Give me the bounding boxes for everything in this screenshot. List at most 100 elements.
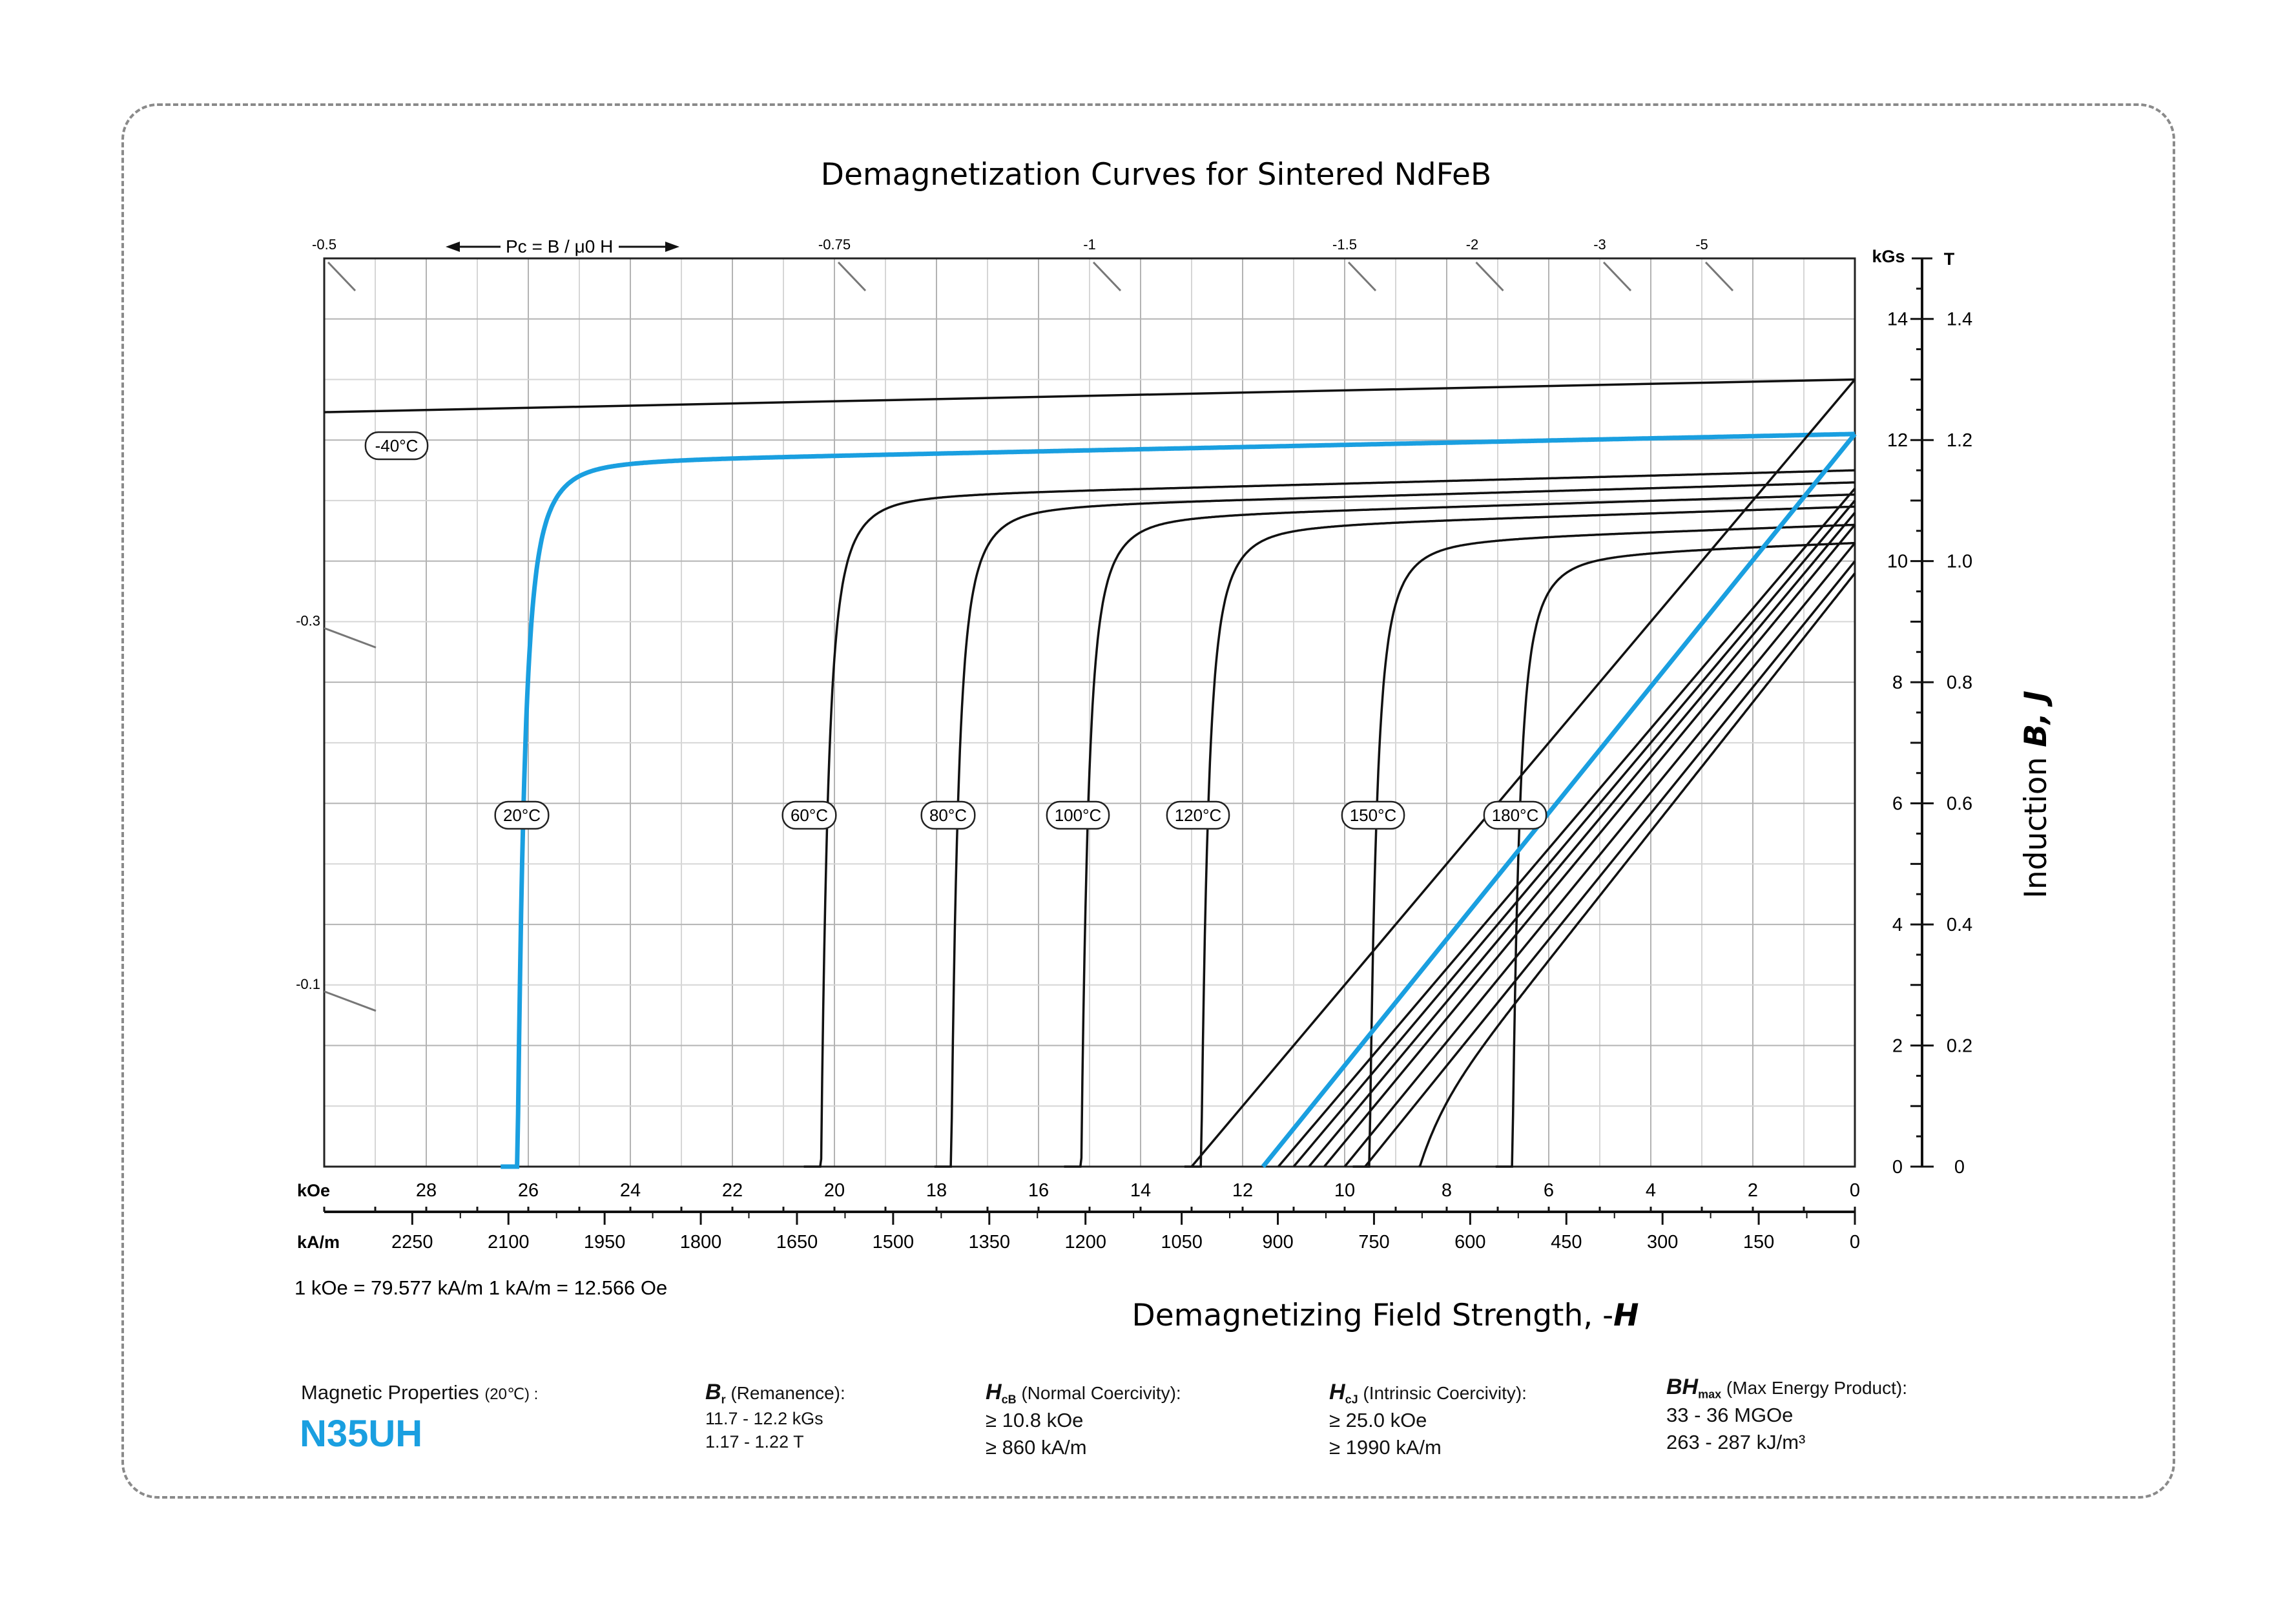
t-tick-label: 1.2	[1947, 430, 1972, 451]
kam-tick-label: 1050	[1161, 1232, 1203, 1253]
permeance-left-label: -0.1	[296, 976, 320, 992]
t-tick-label: 0.2	[1947, 1036, 1972, 1057]
kgs-tick-label: 6	[1892, 794, 1903, 815]
permeance-formula: Pc = B / μ0 H	[506, 236, 613, 256]
kgs-tick-label: 0	[1892, 1157, 1903, 1178]
curve-label: 150°C	[1341, 800, 1405, 830]
permeance-lines: -0.5 -0.75 -1 -1.5 -2 -3 -5 -0.3 -0.1	[296, 236, 1734, 1012]
koe-tick-label: 2	[1748, 1180, 1758, 1201]
curve-label-box	[1483, 800, 1547, 830]
permeance-tick	[1347, 261, 1377, 292]
permeance-top-label: -3	[1593, 236, 1606, 253]
koe-unit: kOe	[297, 1181, 330, 1200]
kam-tick-label: 1950	[584, 1232, 626, 1253]
y-axis-label: Induction B, J	[2018, 691, 2054, 899]
b-line	[1343, 542, 1856, 1168]
x-axis-label-prefix: Demagnetizing Field Strength, -	[1132, 1298, 1614, 1333]
kam-tick-label: 1200	[1064, 1232, 1106, 1253]
curve-label: -40°C	[364, 431, 429, 461]
kgs-tick-label: 14	[1887, 309, 1908, 330]
curve-label-box	[1046, 800, 1110, 830]
curve-80°C	[934, 481, 1856, 1168]
kgs-unit: kGs	[1872, 247, 1905, 266]
koe-tick-label: 6	[1544, 1180, 1554, 1201]
curve-label-text: -40°C	[375, 436, 419, 455]
curve-label: 180°C	[1483, 800, 1547, 830]
kam-tick-label: 150	[1743, 1232, 1774, 1253]
koe-tick-label: 8	[1442, 1180, 1452, 1201]
t-tick-label: 0.4	[1947, 915, 1972, 935]
permeance-label: Pc = B / μ0 H	[446, 236, 679, 256]
kam-tick-label: 600	[1454, 1232, 1485, 1253]
kam-tick-label: 1650	[776, 1232, 818, 1253]
curve-label-box	[781, 800, 837, 830]
koe-tick-label: 12	[1232, 1180, 1253, 1201]
curve-20°C	[501, 432, 1856, 1169]
curve-label-text: 120°C	[1175, 806, 1222, 825]
kam-tick-label: 1500	[873, 1232, 915, 1253]
x-axis-label-var: H	[1613, 1298, 1639, 1333]
curve-label: 80°C	[920, 800, 976, 830]
kgs-tick-label: 2	[1892, 1036, 1903, 1057]
curve-label-box	[1166, 800, 1230, 830]
koe-tick-label: 4	[1646, 1180, 1656, 1201]
t-tick-label: 1.4	[1947, 309, 1972, 330]
kam-tick-label: 2250	[391, 1232, 433, 1253]
curve-label-text: 180°C	[1492, 806, 1539, 825]
koe-tick-label: 14	[1130, 1180, 1151, 1201]
permeance-top-label: -1.5	[1332, 236, 1357, 253]
curve-label-text: 60°C	[791, 806, 828, 825]
arrow-right-head	[665, 242, 679, 252]
b-line	[1292, 499, 1856, 1168]
kam-tick-label: 300	[1647, 1232, 1678, 1253]
permeance-tick	[1475, 261, 1504, 292]
chart-grid	[323, 257, 1856, 1168]
t-unit: T	[1944, 249, 1955, 269]
kam-tick-label: 900	[1262, 1232, 1293, 1253]
b-line	[1364, 560, 1856, 1168]
permeance-top-label: -1	[1083, 236, 1096, 253]
curve-label: 60°C	[781, 800, 837, 830]
permeance-tick	[1602, 261, 1632, 292]
permeance-top-label: -5	[1695, 236, 1708, 253]
curve-100°C	[1064, 493, 1855, 1168]
kgs-tick-label: 4	[1892, 915, 1903, 935]
curve-180°C	[1495, 541, 1856, 1168]
unit-conversion-note: 1 kOe = 79.577 kA/m 1 kA/m = 12.566 Oe	[295, 1276, 667, 1299]
b-line	[1261, 432, 1857, 1169]
koe-tick-label: 0	[1850, 1180, 1860, 1201]
t-tick-label: 0.6	[1947, 794, 1972, 815]
kam-tick-label: 750	[1358, 1232, 1389, 1253]
curve-150°C	[1352, 523, 1856, 1168]
kgs-tick-label: 8	[1892, 672, 1903, 693]
curve-label-box	[920, 800, 976, 830]
curve--40°C	[324, 378, 1856, 413]
kam-tick-label: 0	[1850, 1232, 1860, 1253]
koe-tick-label: 26	[518, 1180, 539, 1201]
curve-label-text: 150°C	[1350, 806, 1397, 825]
t-tick-label: 0.8	[1947, 672, 1972, 693]
koe-tick-label: 24	[620, 1180, 641, 1201]
koe-tick-label: 18	[926, 1180, 947, 1201]
t-tick-label: 1.0	[1947, 552, 1972, 572]
permeance-top-label: -0.5	[312, 236, 336, 253]
permeance-tick	[1704, 261, 1734, 292]
koe-tick-label: 20	[824, 1180, 845, 1201]
t-tick-label: 0	[1954, 1157, 1965, 1178]
b-line	[1323, 524, 1856, 1168]
permeance-tick	[324, 627, 377, 649]
kam-tick-label: 1350	[969, 1232, 1011, 1253]
curve-label: 120°C	[1166, 800, 1230, 830]
kam-unit: kA/m	[297, 1233, 340, 1252]
permeance-left-label: -0.3	[296, 612, 320, 629]
curves	[324, 378, 1857, 1169]
curve-label-text: 100°C	[1055, 806, 1102, 825]
b-line	[1308, 512, 1856, 1168]
y-axis-label-vars: B, J	[2018, 691, 2054, 747]
curve-labels: -40°C 20°C 60°C 80°C 100°C 120°C 150°C 180°C	[364, 431, 1547, 830]
koe-tick-label: 28	[416, 1180, 437, 1201]
permeance-top-label: -2	[1466, 236, 1479, 253]
koe-tick-label: 22	[722, 1180, 743, 1201]
arrow-left-head	[446, 242, 460, 252]
permeance-tick	[1092, 261, 1122, 292]
